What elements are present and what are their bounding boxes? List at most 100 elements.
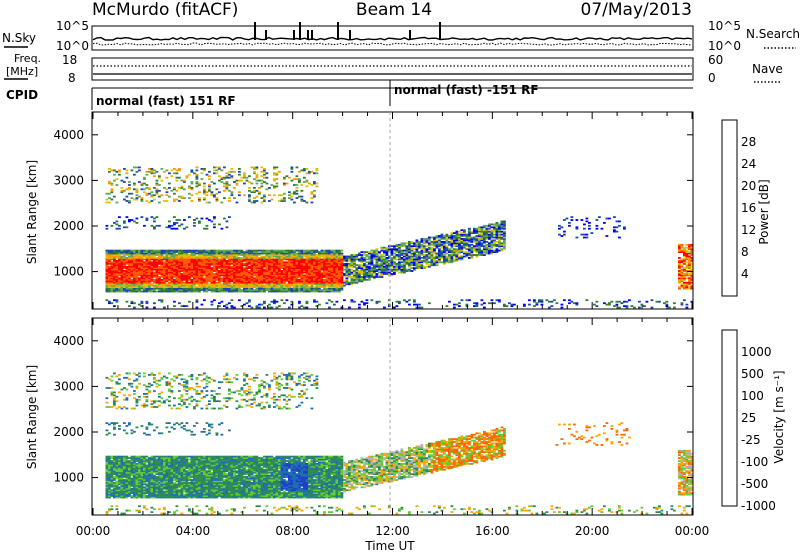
- heatmap-cell: [315, 289, 319, 291]
- heatmap-cell: [370, 261, 374, 264]
- heatmap-cell: [110, 393, 114, 395]
- heatmap-cell: [625, 306, 629, 309]
- heatmap-cell: [223, 176, 226, 179]
- heatmap-cell: [145, 200, 149, 202]
- heatmap-cell: [230, 271, 234, 274]
- heatmap-cell: [283, 197, 286, 199]
- heatmap-cell: [233, 252, 236, 255]
- heatmap-cell: [270, 277, 274, 280]
- heatmap-cell: [233, 265, 236, 268]
- heatmap-cell: [188, 274, 191, 277]
- heatmap-cell: [260, 249, 264, 252]
- heatmap-cell: [263, 270, 266, 272]
- heatmap-cell: [250, 283, 254, 286]
- heatmap-cell: [465, 238, 469, 240]
- heatmap-cell: [315, 287, 319, 290]
- heatmap-cell: [243, 273, 246, 275]
- heatmap-cell: [458, 302, 461, 305]
- heatmap-cell: [190, 289, 194, 291]
- heatmap-cell: [280, 271, 284, 274]
- heatmap-cell: [350, 280, 354, 283]
- heatmap-cell: [165, 290, 169, 293]
- heatmap-cell: [188, 255, 191, 258]
- heatmap-cell: [318, 257, 321, 259]
- heatmap-cell: [363, 273, 366, 275]
- heatmap-cell: [133, 270, 136, 272]
- heatmap-cell: [320, 281, 324, 284]
- heatmap-cell: [428, 239, 431, 242]
- heatmap-cell: [345, 265, 349, 268]
- heatmap-cell: [195, 300, 199, 303]
- heatmap-cell: [198, 258, 201, 261]
- heatmap-cell: [628, 299, 631, 302]
- heatmap-cell: [265, 273, 269, 275]
- heatmap-cell: [325, 271, 329, 274]
- heatmap-cell: [208, 254, 211, 256]
- heatmap-cell: [638, 300, 641, 303]
- heatmap-cell: [133, 188, 136, 191]
- heatmap-cell: [218, 249, 221, 252]
- heatmap-cell: [160, 286, 164, 288]
- heatmap-cell: [265, 270, 269, 272]
- heatmap-cell: [195, 280, 199, 283]
- heatmap-cell: [360, 268, 364, 271]
- heatmap-cell: [205, 201, 209, 204]
- heatmap-cell: [208, 283, 211, 286]
- heatmap-cell: [150, 194, 154, 197]
- heatmap-cell: [360, 278, 364, 281]
- heatmap-cell: [483, 233, 486, 236]
- heatmap-cell: [283, 273, 286, 275]
- heatmap-cell: [395, 254, 399, 256]
- heatmap-cell: [245, 264, 249, 267]
- heatmap-cell: [678, 267, 681, 269]
- heatmap-cell: [265, 182, 269, 185]
- heatmap-cell: [688, 258, 691, 261]
- heatmap-cell: [195, 286, 199, 288]
- heatmap-cell: [155, 281, 159, 284]
- heatmap-cell: [213, 276, 216, 278]
- heatmap-cell: [105, 464, 109, 467]
- heatmap-cell: [160, 262, 164, 265]
- heatmap-cell: [360, 265, 364, 268]
- heatmap-cell: [123, 273, 126, 275]
- heatmap-cell: [145, 184, 149, 186]
- heatmap-cell: [273, 268, 276, 271]
- heatmap-cell: [145, 280, 149, 283]
- heatmap-cell: [433, 264, 436, 267]
- heatmap-cell: [335, 290, 339, 293]
- heatmap-cell: [205, 273, 209, 275]
- heatmap-cell: [253, 274, 256, 277]
- heatmap-cell: [108, 477, 111, 480]
- heatmap-cell: [415, 257, 419, 259]
- heatmap-cell: [238, 270, 241, 272]
- heatmap-cell: [585, 220, 589, 223]
- heatmap-cell: [418, 262, 421, 265]
- heatmap-cell: [325, 276, 329, 278]
- heatmap-cell: [178, 264, 181, 267]
- heatmap-cell: [153, 276, 156, 278]
- heatmap-cell: [313, 254, 316, 256]
- heatmap-cell: [165, 278, 169, 281]
- heatmap-cell: [440, 246, 444, 249]
- heatmap-cell: [130, 300, 134, 303]
- heatmap-cell: [268, 268, 271, 271]
- heatmap-cell: [183, 305, 186, 307]
- heatmap-cell: [208, 257, 211, 259]
- heatmap-cell: [293, 265, 296, 268]
- heatmap-cell: [150, 195, 154, 198]
- heatmap-cell: [170, 289, 174, 291]
- heatmap-cell: [253, 286, 256, 288]
- heatmap-cell: [315, 259, 319, 262]
- heatmap-cell: [673, 302, 676, 305]
- heatmap-cell: [283, 281, 286, 284]
- heatmap-cell: [690, 274, 694, 277]
- heatmap-cell: [293, 277, 296, 280]
- heatmap-cell: [293, 255, 296, 258]
- heatmap-cell: [213, 270, 216, 272]
- heatmap-cell: [108, 423, 111, 426]
- heatmap-cell: [488, 235, 491, 237]
- heatmap-cell: [225, 273, 229, 275]
- heatmap-cell: [243, 287, 246, 290]
- heatmap-cell: [393, 257, 396, 259]
- heatmap-cell: [110, 302, 114, 305]
